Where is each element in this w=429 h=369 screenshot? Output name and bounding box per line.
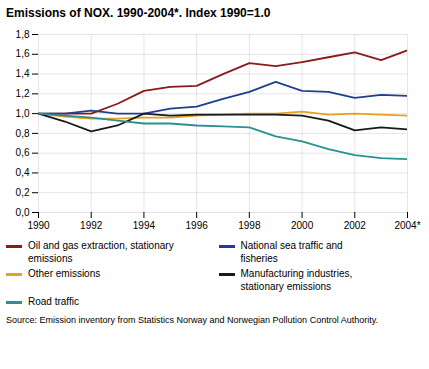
svg-text:1,4: 1,4 xyxy=(16,68,30,79)
svg-text:1994: 1994 xyxy=(133,220,156,231)
svg-text:2002: 2002 xyxy=(344,220,367,231)
html-text:Manufacturing industries, stat: Manufacturing industries, stationary emi… xyxy=(240,268,353,292)
svg-text:0,2: 0,2 xyxy=(16,187,30,198)
html-text:Oil and gas extraction, statio: Oil and gas extraction, stationary emiss… xyxy=(28,240,174,264)
svg-text:0,4: 0,4 xyxy=(16,167,30,178)
svg-text:1,6: 1,6 xyxy=(16,48,30,59)
svg-text:1990: 1990 xyxy=(27,220,50,231)
svg-text:2000: 2000 xyxy=(291,220,314,231)
svg-text:0,8: 0,8 xyxy=(16,128,30,139)
svg-text:1992: 1992 xyxy=(80,220,103,231)
svg-text:1998: 1998 xyxy=(238,220,261,231)
html-text:Road traffic: Road traffic xyxy=(28,296,79,307)
svg-text:1996: 1996 xyxy=(186,220,209,231)
svg-text:2004*: 2004* xyxy=(394,220,420,231)
svg-text:1,2: 1,2 xyxy=(16,88,30,99)
html-text:Source: Emission inventory fro: Source: Emission inventory from Statisti… xyxy=(6,314,378,325)
html-text:Emissions of NOX. 1990-2004*.: Emissions of NOX. 1990-2004*. Index 1990… xyxy=(6,6,271,20)
html-text:Other emissions: Other emissions xyxy=(28,268,101,279)
svg-text:0,6: 0,6 xyxy=(16,147,30,158)
html-text:National sea traffic and fishe: National sea traffic and fisheries xyxy=(240,240,343,264)
svg-text:1,0: 1,0 xyxy=(16,108,30,119)
svg-text:1,8: 1,8 xyxy=(16,29,30,40)
svg-text:0,0: 0,0 xyxy=(16,207,30,218)
